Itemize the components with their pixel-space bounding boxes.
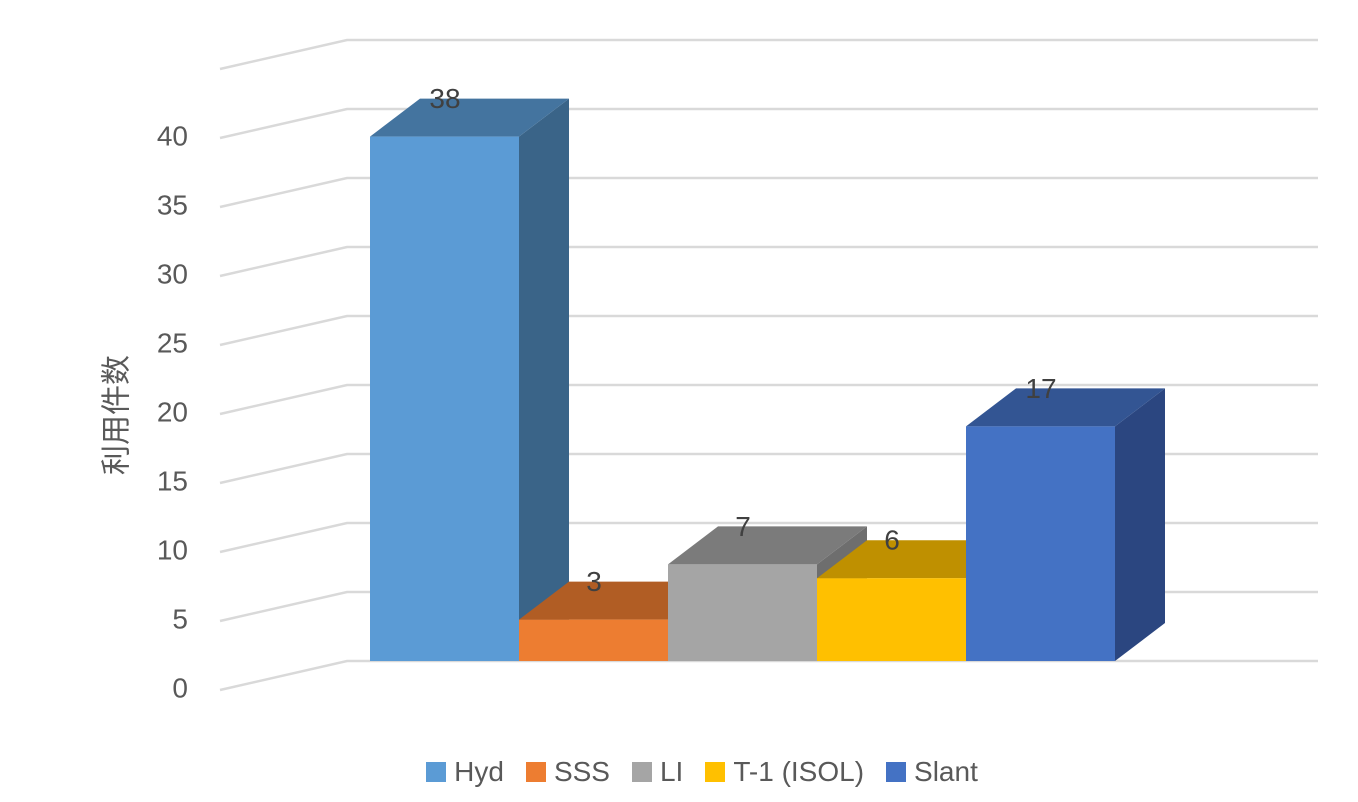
y-axis-title: 利用件数	[100, 355, 135, 475]
bar-side-face	[519, 98, 569, 662]
gridline	[219, 176, 1318, 209]
gridline	[219, 38, 1318, 71]
legend-label: SSS	[553, 756, 610, 787]
legend-swatch	[426, 762, 447, 782]
bar-top-face	[668, 526, 867, 565]
y-tick-label: 20	[157, 396, 188, 427]
legend-item: Hyd	[426, 756, 504, 788]
legend-label: Slant	[914, 756, 978, 787]
legend-item: Slant	[886, 756, 978, 788]
legend-label: LI	[659, 756, 684, 787]
gridline	[219, 245, 1318, 278]
legend-swatch	[631, 762, 652, 782]
y-tick-label: 35	[157, 189, 188, 220]
gridlines	[219, 38, 1318, 692]
legend-swatch	[886, 762, 907, 782]
legend-label: T-1 (ISOL)	[733, 756, 865, 787]
gridline	[219, 314, 1318, 347]
data-label: 38	[429, 83, 460, 114]
y-axis-ticks: 0 5 10 15 20 25 30 35 40	[157, 120, 188, 703]
legend-item: SSS	[525, 756, 610, 788]
bar-top-face	[370, 98, 569, 137]
legend-item: T-1 (ISOL)	[705, 756, 864, 788]
y-tick-label: 25	[157, 327, 188, 358]
y-tick-label: 30	[157, 258, 188, 289]
bar-front-face	[817, 578, 966, 661]
data-label: 17	[1025, 373, 1056, 404]
y-tick-label: 5	[172, 603, 188, 634]
bar-front-face	[668, 564, 817, 661]
y-tick-label: 10	[157, 534, 188, 565]
data-labels: 38 3 7 6 17	[429, 83, 1056, 597]
y-tick-label: 0	[172, 672, 188, 703]
bar-hyd	[370, 98, 569, 662]
legend-item: LI	[631, 756, 684, 788]
bar-front-face	[966, 426, 1115, 661]
gridline	[219, 383, 1318, 416]
legend: Hyd SSS LI T-1 (ISOL) Slant	[23, 752, 1358, 792]
gridline	[219, 107, 1318, 140]
data-label: 3	[586, 566, 602, 597]
gridline	[219, 659, 1318, 692]
bar-side-face	[1115, 388, 1165, 661]
bar-top-face	[966, 388, 1165, 427]
bar-front-face	[519, 619, 668, 661]
bars	[370, 98, 1165, 662]
bar-front-face	[370, 136, 519, 662]
y-tick-label: 40	[157, 120, 188, 151]
data-label: 6	[884, 525, 900, 556]
data-label: 7	[735, 511, 751, 542]
bar-slant	[966, 388, 1165, 661]
legend-swatch	[525, 762, 546, 782]
y-tick-label: 15	[157, 465, 188, 496]
legend-label: Hyd	[454, 756, 504, 787]
legend-swatch	[705, 762, 726, 782]
